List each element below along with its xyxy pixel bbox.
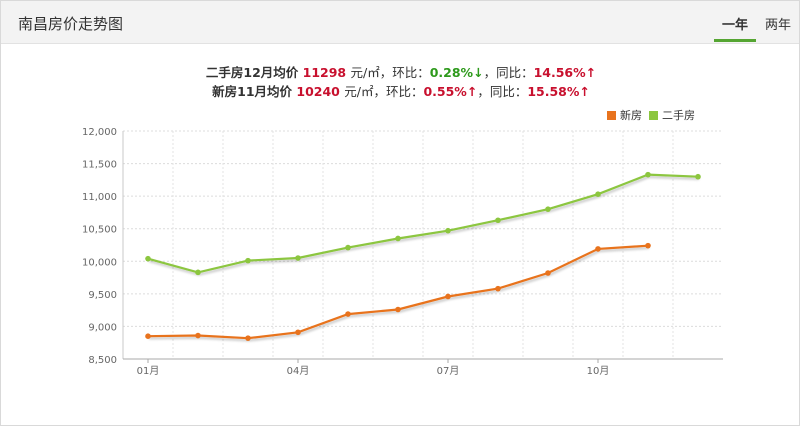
data-point-new-house [295,329,301,336]
data-point-new-house [445,293,451,300]
data-point-new-house [245,335,251,341]
second-hand-label: 二手房12月均价 [205,65,299,80]
y-tick-label: 9,000 [88,322,117,333]
legend-label-new-house: 新房 [620,109,642,122]
data-point-second-hand [645,171,651,178]
second-hand-price: 11298 [302,65,347,80]
y-tick-label: 11,500 [82,160,117,171]
data-point-second-hand [595,191,601,197]
data-point-second-hand [245,257,251,264]
data-point-second-hand [495,217,501,224]
second-hand-mom: 0.28%↓ [429,65,484,80]
data-point-second-hand [345,244,351,251]
series-line-second-hand [147,173,699,274]
data-point-new-house [595,246,601,252]
data-point-second-hand [295,255,301,261]
x-tick-label: 04月 [287,365,310,377]
data-point-new-house [345,311,351,317]
y-tick-label: 12,000 [82,127,117,138]
data-point-new-house [545,270,551,276]
data-point-second-hand [545,206,551,212]
new-house-price: 10240 [296,84,340,99]
legend-swatch-second-hand [649,111,658,120]
series-line-new-house [147,244,649,340]
new-house-summary: 新房11月均价 10240 元/㎡，环比：0.55%↑，同比：15.58%↑ [1,81,800,100]
data-point-new-house [395,306,401,313]
y-tick-label: 8,500 [88,355,117,366]
tab-one-year[interactable]: 一年 [722,18,749,33]
data-point-new-house [145,333,151,340]
active-tab-indicator [714,39,756,42]
x-tick-label: 01月 [137,365,160,377]
legend-item-second-hand[interactable]: 二手房 [649,107,695,123]
second-hand-yoy-label: ，同比： [483,65,534,80]
new-house-mom: 0.55%↑ [423,84,478,99]
data-point-new-house [195,332,201,339]
data-point-second-hand [145,255,151,262]
second-hand-unit: 元/㎡，环比： [350,65,430,80]
new-house-yoy: 15.58%↑ [527,84,590,99]
y-tick-label: 9,500 [88,290,117,301]
data-point-new-house [645,242,651,249]
tab-two-years[interactable]: 两年 [765,18,792,33]
new-house-unit: 元/㎡，环比： [344,84,424,99]
legend-label-second-hand: 二手房 [662,109,695,122]
data-point-second-hand [445,227,451,234]
legend-swatch-new-house [607,111,616,120]
data-point-second-hand [395,235,401,242]
y-tick-label: 11,000 [82,192,117,203]
new-house-yoy-label: ，同比： [477,84,528,99]
new-house-label: 新房11月均价 [212,84,293,99]
legend-item-new-house[interactable]: 新房 [607,107,642,123]
y-tick-label: 10,000 [82,257,117,268]
y-tick-label: 10,500 [82,225,117,236]
x-tick-label: 07月 [437,365,460,377]
data-point-second-hand [195,269,201,276]
second-hand-yoy: 14.56%↑ [533,65,597,80]
panel-header: 南昌房价走势图 一年 两年 [1,1,799,44]
panel-title: 南昌房价走势图 [18,15,124,33]
second-hand-summary: 二手房12月均价 11298 元/㎡，环比：0.28%↓，同比：14.56%↑ [1,62,800,81]
data-point-new-house [495,285,501,292]
data-point-second-hand [695,173,701,180]
x-tick-label: 10月 [587,365,610,377]
